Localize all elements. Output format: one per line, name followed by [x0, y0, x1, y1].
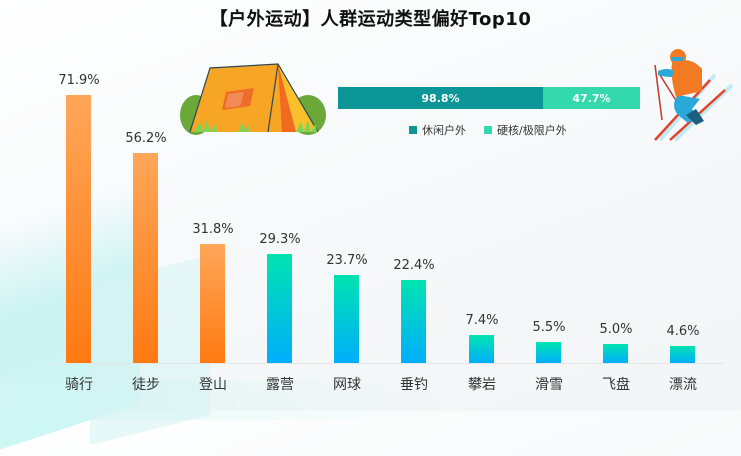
category-label: 飞盘 [602, 377, 630, 393]
bar-value-label: 7.4% [465, 313, 499, 328]
segment-hardcore-outdoor: 47.7% [543, 87, 640, 109]
bar-cycling[interactable] [66, 95, 91, 363]
tent-icon [180, 63, 326, 135]
chart-title: 【户外运动】人群运动类型偏好Top10 [209, 9, 532, 30]
bar-frisbee[interactable] [603, 344, 628, 363]
bar-mountaineering[interactable] [200, 244, 225, 363]
bar-value-label: 5.0% [599, 322, 633, 337]
bar-value-label: 31.8% [192, 222, 234, 237]
legend-label: 休闲户外 [422, 124, 466, 137]
category-label: 漂流 [669, 377, 697, 393]
bar-fishing[interactable] [401, 280, 426, 363]
category-label: 攀岩 [468, 377, 496, 393]
bar-camping[interactable] [267, 254, 292, 363]
bar-value-label: 71.9% [58, 73, 100, 88]
skier-icon [654, 49, 734, 142]
bar-hiking[interactable] [133, 153, 158, 363]
bar-value-label: 5.5% [532, 320, 566, 335]
category-label: 徒步 [132, 377, 160, 393]
bar-value-label: 23.7% [326, 253, 368, 268]
category-label: 骑行 [65, 377, 93, 393]
bar-rock-climbing[interactable] [469, 335, 494, 363]
bar-skiing[interactable] [536, 342, 561, 363]
segment-leisure-outdoor: 98.8% [338, 87, 543, 109]
legend-swatch [409, 126, 417, 134]
legend-item-hardcore[interactable]: 硬核/极限户外 [484, 122, 567, 138]
category-label: 网球 [333, 377, 361, 393]
stacked-bar: 98.8% 47.7% [338, 87, 640, 109]
legend-item-leisure[interactable]: 休闲户外 [409, 122, 466, 138]
category-label: 滑雪 [535, 377, 563, 393]
legend-label: 硬核/极限户外 [497, 124, 567, 137]
legend: 休闲户外 硬核/极限户外 [409, 122, 567, 138]
bar-tennis[interactable] [334, 275, 359, 363]
bar-value-label: 29.3% [259, 232, 301, 247]
bar-rafting[interactable] [670, 346, 695, 363]
category-label: 露营 [266, 377, 294, 393]
category-label: 垂钓 [400, 377, 428, 393]
bar-value-label: 4.6% [666, 324, 700, 339]
category-label: 登山 [199, 377, 227, 393]
x-axis-line [44, 363, 724, 364]
bar-value-label: 22.4% [393, 258, 435, 273]
bar-value-label: 56.2% [125, 131, 167, 146]
legend-swatch [484, 126, 492, 134]
